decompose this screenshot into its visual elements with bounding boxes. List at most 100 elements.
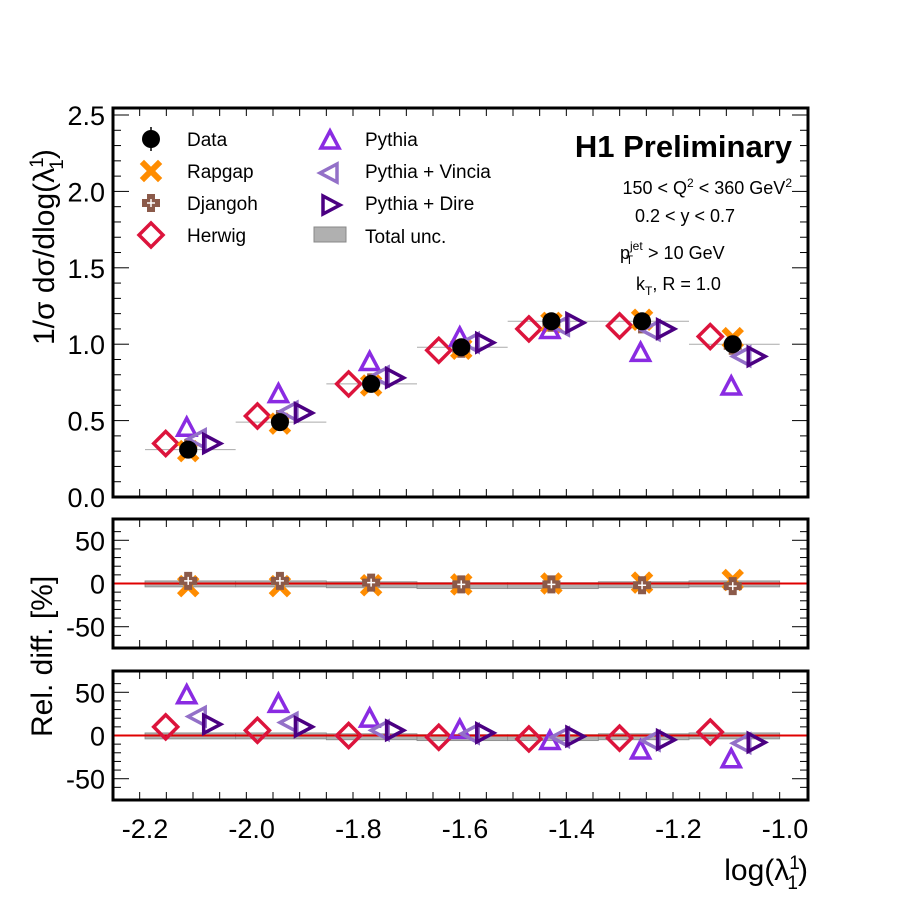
main-point-pythia: [357, 348, 382, 372]
lower-point-herwig: [334, 721, 364, 750]
main-y-tick-label: 0.5: [67, 407, 105, 437]
main-point-herwig: [151, 429, 181, 458]
main-y-tick-label: 2.5: [67, 101, 105, 131]
lower-y-tick-label: 0: [90, 722, 105, 752]
x-tick-label: -2.2: [122, 814, 169, 844]
legend-label: Pythia + Vincia: [365, 162, 491, 183]
lower-point-herwig: [605, 723, 635, 753]
legend-marker-plus: [142, 194, 160, 212]
lower-point-pythia-dire: [475, 721, 498, 745]
main-point-herwig: [695, 322, 725, 352]
main-point-herwig: [514, 314, 544, 344]
legend-item-pythia: Pythia: [318, 127, 418, 151]
lower-point-herwig: [242, 715, 272, 745]
legend-marker-triangle-left: [316, 161, 339, 185]
main-panel: 0.0 0.5 1.0 1.5 2.0 2.5: [67, 101, 810, 513]
lower-point-pythia-dire: [565, 724, 588, 749]
main-y-tick-label: 1.0: [67, 330, 105, 360]
legend-label: Djangoh: [187, 194, 258, 215]
upper-ratio-panel: -50 0 50: [66, 517, 810, 650]
x-tick-label: -1.4: [548, 814, 595, 844]
legend-label: Total unc.: [365, 227, 446, 248]
main-frame: [111, 106, 810, 499]
legend-label: Herwig: [187, 226, 246, 247]
lower-point-pythia-dire: [746, 730, 769, 755]
legend-marker-triangle-right: [321, 193, 344, 217]
main-point-herwig: [242, 401, 272, 431]
main-y-tick-label: 2.0: [67, 177, 105, 207]
lower-y-tick-label: 50: [75, 678, 105, 708]
upper-point-djangoh: [542, 575, 561, 594]
main-point-data: [633, 312, 652, 331]
main-y-tick-label: 1.5: [67, 254, 105, 284]
lower-point-pythia: [174, 682, 199, 705]
legend-item-total-unc: Total unc.: [313, 226, 446, 248]
main-point-data: [452, 338, 471, 357]
legend-item-herwig: Herwig: [136, 220, 246, 250]
legend-item-data: Data: [142, 127, 228, 151]
main-point-pythia: [174, 414, 199, 437]
legend-marker-diamond: [136, 220, 166, 250]
y-axis-label-main: 1/σ dσ/dlog(λ11): [27, 149, 68, 345]
lower-frame: [111, 669, 810, 802]
lower-point-pythia: [719, 745, 744, 769]
upper-frame: [111, 517, 810, 650]
main-point-pythia-dire: [201, 431, 225, 456]
x-tick-label: -1.2: [655, 814, 702, 844]
legend-item-pythia-vincia: Pythia + Vincia: [316, 161, 491, 185]
upper-point-djangoh: [179, 571, 198, 590]
upper-point-djangoh: [362, 573, 381, 592]
lower-point-pythia: [447, 716, 472, 740]
lower-point-herwig: [514, 724, 544, 754]
lower-point-pythia: [357, 705, 382, 728]
main-point-data: [362, 374, 381, 393]
chart-title: H1 Preliminary: [575, 129, 793, 164]
legend-marker-triangle-up: [318, 127, 342, 150]
legend-label: Pythia + Dire: [365, 194, 474, 215]
main-point-pythia: [719, 373, 744, 396]
legend-marker-circle: [142, 130, 160, 148]
upper-point-djangoh: [723, 577, 742, 596]
main-point-pythia-dire: [475, 330, 498, 355]
lower-point-herwig: [695, 717, 725, 747]
legend-marker-band: [313, 226, 347, 243]
legend-item-pythia-dire: Pythia + Dire: [321, 193, 474, 217]
annotation-q2: 150 < Q2 < 360 GeV2: [623, 176, 793, 198]
legend-label: Data: [187, 130, 228, 151]
y-axis-label-ratio: Rel. diff. [%]: [26, 576, 59, 737]
lower-point-pythia-dire: [293, 714, 317, 739]
main-point-data: [179, 440, 198, 459]
main-point-herwig: [334, 369, 364, 399]
main-point-pythia: [266, 380, 291, 404]
main-point-pythia-dire: [384, 365, 408, 390]
legend: Data Rapgap Djangoh Herwig Pythia Pythia + Vi…: [136, 127, 491, 250]
x-tick-label: -1.6: [442, 814, 489, 844]
main-point-pythia-dire: [746, 344, 769, 369]
lower-point-pythia-dire: [201, 712, 225, 737]
legend-item-rapgap: Rapgap: [139, 159, 254, 183]
upper-y-tick-label: -50: [66, 613, 105, 643]
upper-point-djangoh: [270, 571, 289, 590]
x-axis-label: log(λ1 1): [724, 853, 808, 894]
annotation-y-range: 0.2 < y < 0.7: [635, 206, 735, 226]
legend-label: Pythia: [365, 130, 418, 151]
upper-point-djangoh: [633, 576, 652, 595]
main-point-pythia-dire: [293, 401, 317, 425]
lower-point-herwig: [424, 722, 454, 752]
lower-y-tick-label: -50: [66, 765, 105, 795]
main-point-pythia-dire: [565, 310, 588, 335]
main-point-data: [723, 335, 742, 354]
x-tick-label: -1.8: [335, 814, 382, 844]
lower-point-herwig: [151, 712, 181, 742]
legend-item-djangoh: Djangoh: [142, 194, 258, 215]
x-tick-label: -1.0: [762, 814, 809, 844]
lower-point-pythia-dire: [384, 718, 408, 743]
main-y-tick-label: 0.0: [67, 483, 105, 513]
legend-label: Rapgap: [187, 162, 254, 183]
lower-point-pythia: [628, 737, 653, 760]
main-point-data: [270, 413, 289, 432]
lower-point-pythia-dire: [655, 727, 679, 752]
main-point-pythia-dire: [655, 317, 679, 341]
legend-marker-x-cross: [139, 159, 163, 183]
